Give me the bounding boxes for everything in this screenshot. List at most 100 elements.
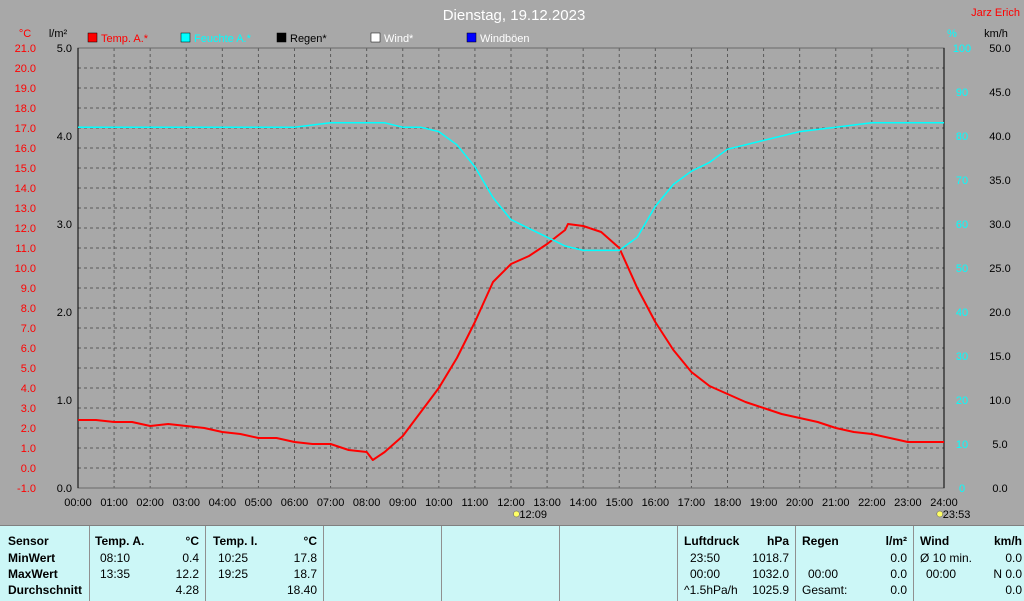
temp-tick-label: 6.0 [21, 343, 36, 355]
wind-tick-label: 20.0 [989, 307, 1010, 319]
temp-i-max-time: 19:25 [218, 567, 249, 581]
pressure-column: Luftdruck hPa 23:50 1018.7 00:00 1032.0 … [678, 526, 796, 601]
temp-tick-label: 21.0 [15, 43, 36, 55]
humidity-tick-label: 10 [956, 439, 968, 451]
humidity-tick-label: 60 [956, 219, 968, 231]
x-tick-label: 12:00 [497, 497, 525, 509]
temp-tick-label: 10.0 [15, 263, 36, 275]
x-tick-label: 07:00 [317, 497, 345, 509]
temp-a-min-value: 0.4 [182, 551, 199, 565]
temp-tick-label: 2.0 [21, 423, 36, 435]
temp-tick-label: 3.0 [21, 403, 36, 415]
sensor-header: Sensor [8, 534, 49, 548]
grid [77, 47, 945, 489]
rain-time: 00:00 [808, 567, 839, 581]
temp-a-avg-value: 4.28 [175, 583, 199, 597]
series-line-temp [78, 223, 944, 461]
temp-i-min-value: 17.8 [293, 551, 317, 565]
legend-swatch [370, 32, 381, 43]
temp-tick-label: 5.0 [21, 363, 36, 375]
sunrise-time: 12:09 [519, 509, 547, 521]
x-tick-label: 16:00 [642, 497, 670, 509]
temp-a-max-time: 13:35 [100, 567, 131, 581]
sunset-icon [936, 510, 944, 518]
rain-value-2: 0.0 [890, 567, 907, 581]
wind-tick-label: 0.0 [992, 483, 1007, 495]
pressure-avg-value: 1025.9 [752, 583, 789, 597]
rain-column: Regen l/m² 0.0 00:00 0.0 Gesamt: 0.0 [796, 526, 914, 601]
rain-tick-label: 0.0 [57, 483, 72, 495]
rain-unit: l/m² [885, 534, 907, 548]
wind-tick-label: 45.0 [989, 87, 1010, 99]
wind-tick-label: 40.0 [989, 131, 1010, 143]
humidity-axis-unit: % [947, 28, 957, 40]
humidity-tick-label: 40 [956, 307, 968, 319]
temp-i-header: Temp. I. [213, 534, 258, 548]
humidity-tick-label: 90 [956, 87, 968, 99]
wind-third-value: 0.0 [1005, 583, 1022, 597]
x-tick-label: 20:00 [786, 497, 814, 509]
legend-label: Temp. A.* [101, 33, 149, 45]
temp-tick-label: 19.0 [15, 83, 36, 95]
legend-swatch [180, 32, 191, 43]
x-tick-label: 17:00 [678, 497, 706, 509]
x-tick-label: 19:00 [750, 497, 778, 509]
temp-tick-label: 13.0 [15, 203, 36, 215]
stats-panel: Sensor MinWert MaxWert Durchschnitt Temp… [0, 525, 1024, 601]
temp-i-avg-value: 18.40 [286, 583, 317, 597]
x-tick-label: 09:00 [389, 497, 417, 509]
x-tick-label: 01:00 [100, 497, 128, 509]
temp-tick-label: -1.0 [17, 483, 36, 495]
rain-header: Regen [802, 534, 839, 548]
pressure-max-value: 1032.0 [752, 567, 789, 581]
temp-axis-unit: °C [19, 28, 31, 40]
empty-column-3 [560, 526, 678, 601]
temp-tick-label: 17.0 [15, 123, 36, 135]
x-tick-label: 24:00 [930, 497, 958, 509]
temp-tick-label: 15.0 [15, 163, 36, 175]
x-tick-label: 02:00 [136, 497, 164, 509]
x-tick-label: 05:00 [245, 497, 273, 509]
pressure-trend: ^1.5hPa/h [684, 583, 738, 597]
temp-tick-label: 18.0 [15, 103, 36, 115]
wind-column: Wind km/h Ø 10 min. 0.0 00:00 N 0.0 0.0 [914, 526, 1024, 601]
pressure-header: Luftdruck [684, 534, 740, 548]
rain-tick-label: 4.0 [57, 131, 72, 143]
pressure-min-value: 1018.7 [752, 551, 789, 565]
temp-tick-label: 14.0 [15, 183, 36, 195]
wind-tick-label: 35.0 [989, 175, 1010, 187]
temp-tick-label: 16.0 [15, 143, 36, 155]
series-lines [78, 122, 944, 461]
x-tick-label: 14:00 [569, 497, 597, 509]
x-tick-label: 04:00 [209, 497, 237, 509]
humidity-tick-label: 30 [956, 351, 968, 363]
temp-a-header: Temp. A. [95, 534, 145, 548]
max-row-label: MaxWert [8, 567, 58, 581]
wind-avg-label: Ø 10 min. [920, 551, 973, 565]
x-tick-label: 03:00 [172, 497, 200, 509]
legend-swatch [466, 32, 477, 43]
x-tick-label: 13:00 [533, 497, 561, 509]
wind-header: Wind [920, 534, 950, 548]
humidity-tick-label: 80 [956, 131, 968, 143]
pressure-unit: hPa [766, 534, 789, 548]
temp-tick-label: 11.0 [15, 243, 36, 255]
sunrise-icon [513, 510, 520, 518]
wind-tick-label: 5.0 [992, 439, 1007, 451]
temp-i-column: Temp. I. °C 10:25 17.8 19:25 18.7 18.40 [206, 526, 324, 601]
empty-column-2 [442, 526, 560, 601]
wind-tick-label: 30.0 [989, 219, 1010, 231]
x-tick-label: 10:00 [425, 497, 453, 509]
wind-max-value: N 0.0 [993, 567, 1022, 581]
temp-a-max-value: 12.2 [175, 567, 199, 581]
wind-avg-value: 0.0 [1005, 551, 1022, 565]
x-tick-label: 11:00 [462, 497, 489, 509]
humidity-tick-label: 50 [956, 263, 968, 275]
temp-tick-label: 1.0 [21, 443, 36, 455]
temp-i-max-value: 18.7 [293, 567, 317, 581]
rain-total-value: 0.0 [890, 583, 907, 597]
temp-a-column: Temp. A. °C 08:10 0.4 13:35 12.2 4.28 [90, 526, 206, 601]
author-label: Jarz Erich [971, 7, 1020, 19]
legend-label: Wind* [384, 33, 414, 45]
axis-labels: 21.0 20.0 19.0 18.0 17.0 16.0 15.0 14.0 13.0 12.0… [15, 43, 1011, 509]
